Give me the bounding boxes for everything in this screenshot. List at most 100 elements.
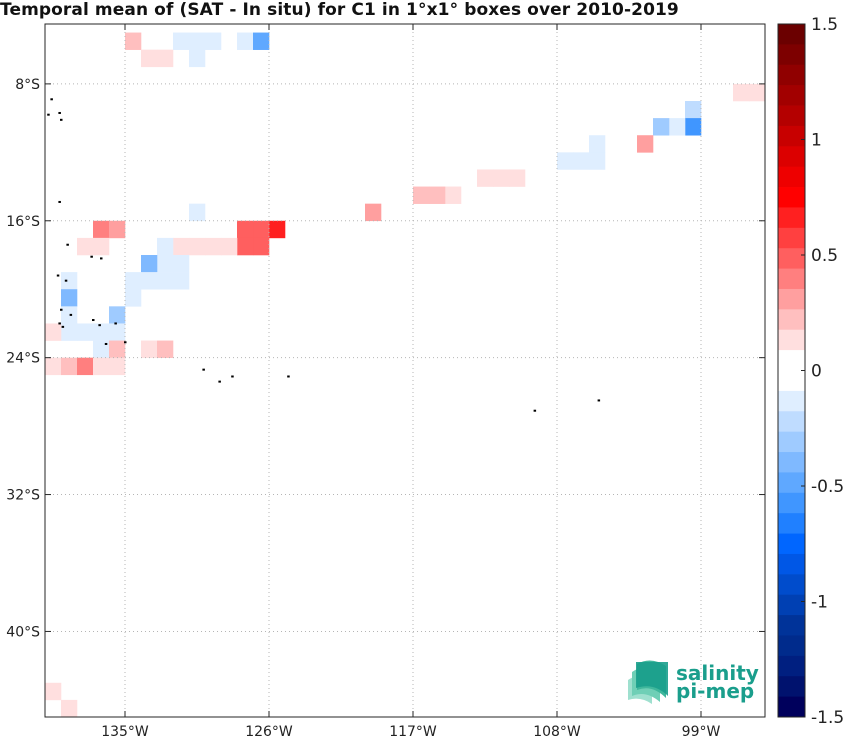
lon-tick-label: 135°W xyxy=(101,724,149,740)
lon-tick-label: 117°W xyxy=(389,724,437,740)
data-cell xyxy=(77,237,94,256)
data-cell xyxy=(221,237,238,256)
island xyxy=(47,113,50,116)
colorbar-segment xyxy=(778,635,805,657)
island xyxy=(533,409,537,412)
salinity-pi-mep-logo: salinity pi-mep xyxy=(628,660,759,704)
data-cell xyxy=(157,49,174,68)
data-cell xyxy=(189,49,206,68)
coastlines xyxy=(47,98,601,412)
data-cell xyxy=(733,83,750,102)
data-cell xyxy=(93,220,110,239)
latitude-ticks: 8°S 16°S 24°S 32°S 40°S xyxy=(6,77,765,640)
colorbar-segment xyxy=(778,431,805,453)
lat-tick-label: 32°S xyxy=(6,488,40,504)
lat-tick-label: 16°S xyxy=(6,214,40,230)
data-cell xyxy=(749,83,766,102)
data-cell xyxy=(45,323,62,341)
colorbar-segment xyxy=(778,227,805,249)
colorbar xyxy=(777,23,806,718)
island xyxy=(98,324,101,327)
colorbar-tick-label: 1 xyxy=(811,131,822,151)
data-cell xyxy=(61,357,78,376)
data-cell xyxy=(45,357,62,376)
data-cell xyxy=(109,340,126,358)
colorbar-segment xyxy=(778,248,805,269)
data-cell xyxy=(237,32,254,50)
lon-tick-label: 108°W xyxy=(533,724,581,740)
colorbar-segment xyxy=(778,44,805,66)
data-cell xyxy=(93,357,110,376)
data-cell xyxy=(45,682,62,701)
colorbar-tick-label: -1 xyxy=(811,593,828,613)
data-cell xyxy=(61,289,78,307)
lat-tick-label: 8°S xyxy=(15,77,40,93)
lat-tick-label: 24°S xyxy=(6,351,40,367)
colorbar-segment xyxy=(778,676,805,698)
data-cell xyxy=(365,203,382,222)
data-cell xyxy=(173,32,190,50)
colorbar-segment xyxy=(778,513,805,534)
island xyxy=(218,380,221,383)
island xyxy=(60,118,63,121)
colorbar-tick-label: -1.5 xyxy=(811,708,844,728)
data-cell xyxy=(509,169,526,187)
data-cell xyxy=(253,220,270,239)
island xyxy=(287,375,290,378)
data-cell xyxy=(141,49,158,68)
island xyxy=(64,279,68,282)
colorbar-segment xyxy=(778,594,805,616)
data-cell xyxy=(109,357,126,376)
island xyxy=(61,325,65,328)
data-cell xyxy=(589,135,606,153)
data-cell xyxy=(557,152,574,170)
colorbar-tick-label: 0 xyxy=(811,362,822,382)
data-cell xyxy=(61,699,78,718)
data-cell xyxy=(237,237,254,256)
island xyxy=(231,375,234,378)
data-cell xyxy=(61,272,78,290)
data-cell xyxy=(125,272,142,290)
data-cell xyxy=(189,32,206,50)
colorbar-segment xyxy=(778,268,805,290)
island xyxy=(56,274,60,277)
data-cells xyxy=(45,32,766,718)
logo-line1: salinity xyxy=(676,661,759,685)
logo-line2: pi-mep xyxy=(676,679,754,703)
logo-wave-icon xyxy=(628,660,668,704)
colorbar-segment xyxy=(778,411,805,433)
data-cell xyxy=(253,237,270,256)
island xyxy=(92,319,95,322)
data-cell xyxy=(429,186,446,204)
colorbar-segment xyxy=(778,472,805,494)
island xyxy=(66,243,69,246)
data-cell xyxy=(685,101,702,119)
data-cell xyxy=(205,32,222,50)
data-cell xyxy=(269,220,286,239)
colorbar-segment xyxy=(778,655,805,677)
data-cell xyxy=(189,237,206,256)
figure-title: Temporal mean of (SAT - In situ) for C1 … xyxy=(0,0,679,20)
colorbar-segment xyxy=(778,105,805,127)
data-cell xyxy=(77,357,94,376)
data-cell xyxy=(237,220,254,239)
island xyxy=(60,308,63,311)
island xyxy=(100,257,103,260)
lat-tick-label: 40°S xyxy=(6,624,40,640)
colorbar-segment xyxy=(778,615,805,636)
longitude-ticks: 135°W 126°W 117°W 108°W 99°W xyxy=(101,24,720,740)
colorbar-segment xyxy=(778,574,805,596)
data-cell xyxy=(61,306,78,324)
colorbar-segment xyxy=(778,24,805,45)
island xyxy=(597,399,601,402)
colorbar-segment xyxy=(778,390,805,412)
colorbar-segment xyxy=(778,329,805,351)
data-cell xyxy=(141,255,158,273)
data-cell xyxy=(493,169,510,187)
colorbar-segment xyxy=(778,64,805,86)
colorbar-segment xyxy=(778,125,805,147)
colorbar-segment xyxy=(778,309,805,331)
data-cell xyxy=(93,237,110,256)
data-cell xyxy=(157,255,174,273)
